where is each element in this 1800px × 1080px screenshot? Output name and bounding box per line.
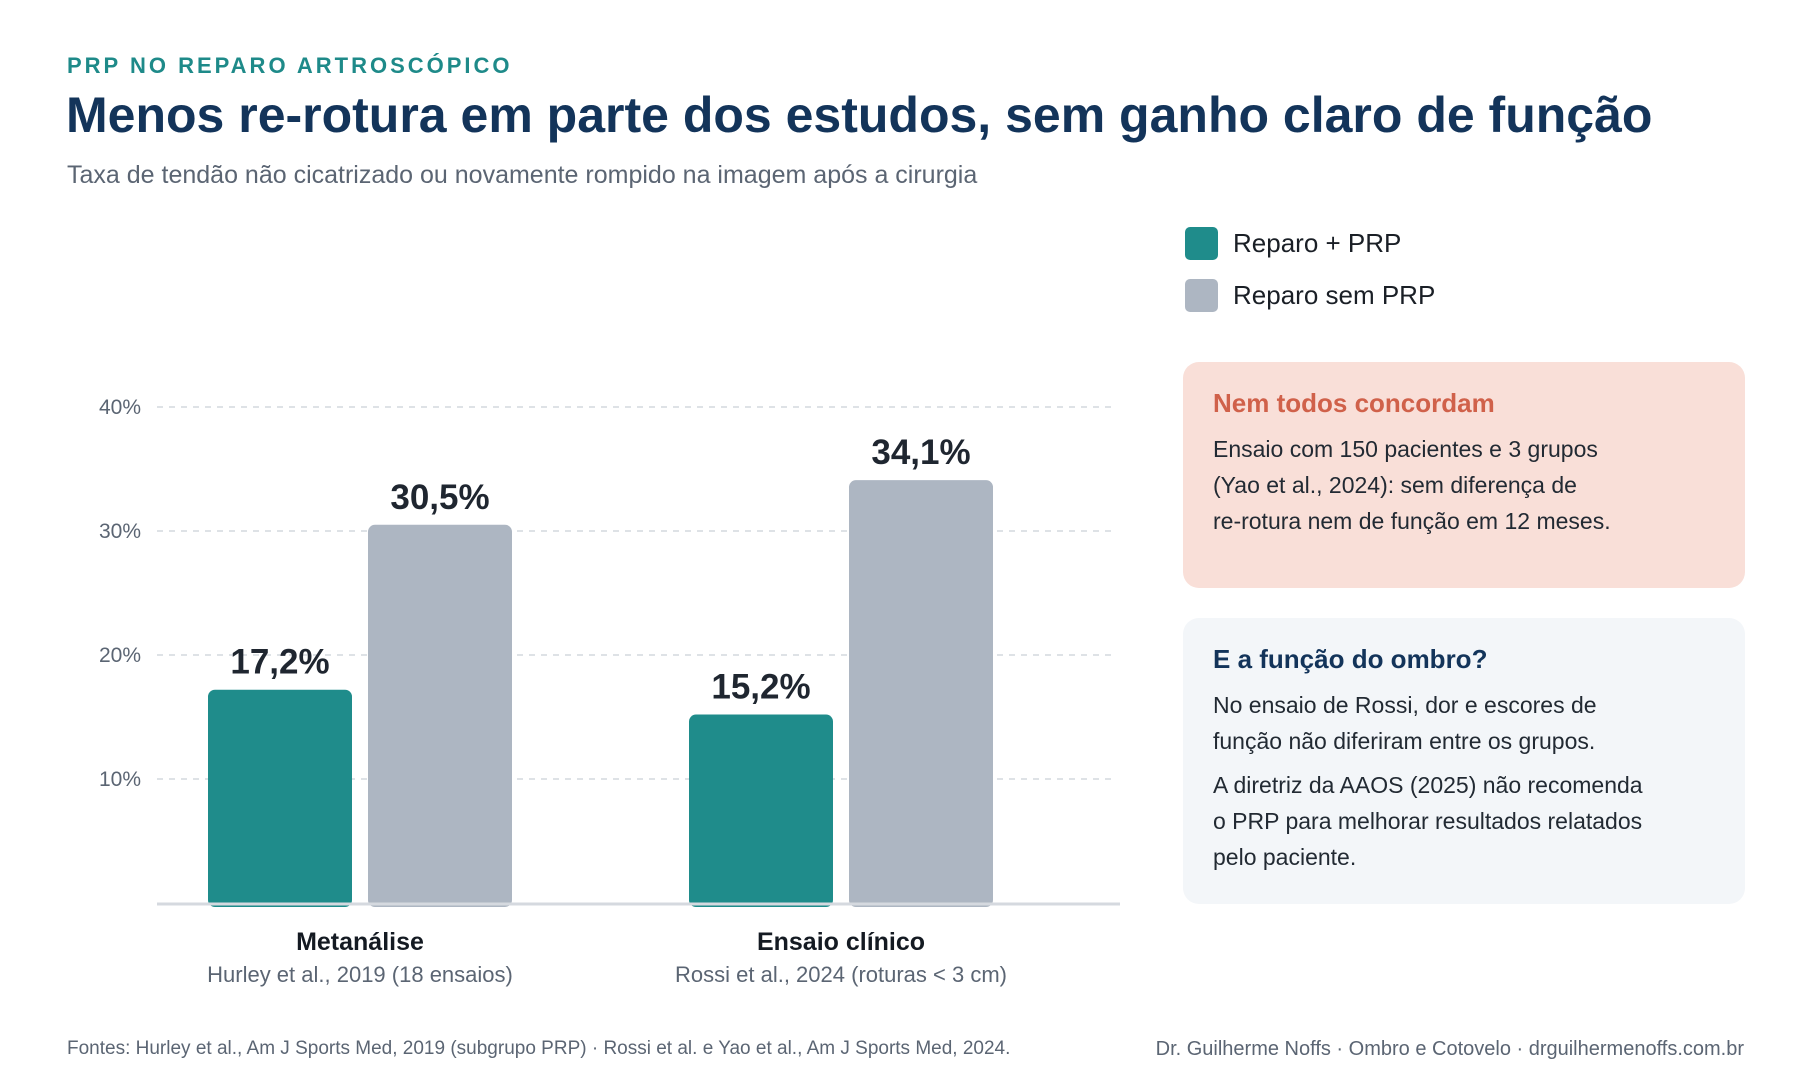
bar — [368, 524, 512, 907]
bar — [849, 480, 993, 907]
data-label: 30,5% — [390, 478, 489, 517]
legend-label-prp: Reparo + PRP — [1233, 227, 1402, 258]
x-category-sublabel: Hurley et al., 2019 (18 ensaios) — [207, 962, 513, 987]
legend-swatch-prp — [1185, 226, 1218, 260]
legend-swatch-no-prp — [1185, 278, 1218, 312]
callout-disagreement-text: Ensaio com 150 pacientes e 3 grupos (Yao… — [1213, 436, 1611, 534]
data-label: 15,2% — [711, 668, 810, 707]
callout-shoulder-function-text-1: No ensaio de Rossi, dor e escores de fun… — [1213, 692, 1597, 754]
callout-disagreement: Nem todos concordam Ensaio com 150 pacie… — [1183, 362, 1745, 588]
x-category-label: Metanálise — [296, 928, 424, 956]
callout-shoulder-function: E a função do ombro? No ensaio de Rossi,… — [1183, 618, 1745, 904]
chart-title: Menos re-rotura em parte dos estudos, se… — [66, 87, 1653, 143]
footer-sources: Fontes: Hurley et al., Am J Sports Med, … — [67, 1038, 1011, 1059]
legend-item-no-prp: Reparo sem PRP — [1185, 278, 1435, 312]
callout-shoulder-function-title: E a função do ombro? — [1213, 644, 1488, 674]
callout-disagreement-title: Nem todos concordam — [1213, 388, 1495, 418]
eyebrow: PRP NO REPARO ARTROSCÓPICO — [67, 53, 513, 78]
x-category-sublabel: Rossi et al., 2024 (roturas < 3 cm) — [675, 962, 1007, 987]
bar — [689, 714, 833, 907]
bar-chart: 10% 20% 30% 40% 17,2% 30,5% Metanálise Hurley e… — [99, 396, 1120, 987]
bar — [208, 689, 352, 907]
chart-subtitle: Taxa de tendão não cicatrizado ou novame… — [67, 161, 978, 189]
legend: Reparo + PRP Reparo sem PRP — [1185, 226, 1435, 330]
footer-credit: Dr. Guilherme Noffs · Ombro e Cotovelo ·… — [1155, 1038, 1744, 1060]
y-tick-label: 30% — [99, 520, 141, 543]
legend-item-prp: Reparo + PRP — [1185, 226, 1435, 260]
callout-shoulder-function-text-2: A diretriz da AAOS (2025) não recomenda … — [1213, 772, 1643, 870]
data-label: 34,1% — [871, 433, 970, 472]
legend-label-no-prp: Reparo sem PRP — [1233, 279, 1436, 310]
data-label: 17,2% — [230, 643, 329, 682]
x-category-label: Ensaio clínico — [757, 928, 925, 956]
y-tick-label: 10% — [99, 768, 141, 791]
y-tick-label: 20% — [99, 644, 141, 667]
y-tick-label: 40% — [99, 396, 141, 419]
